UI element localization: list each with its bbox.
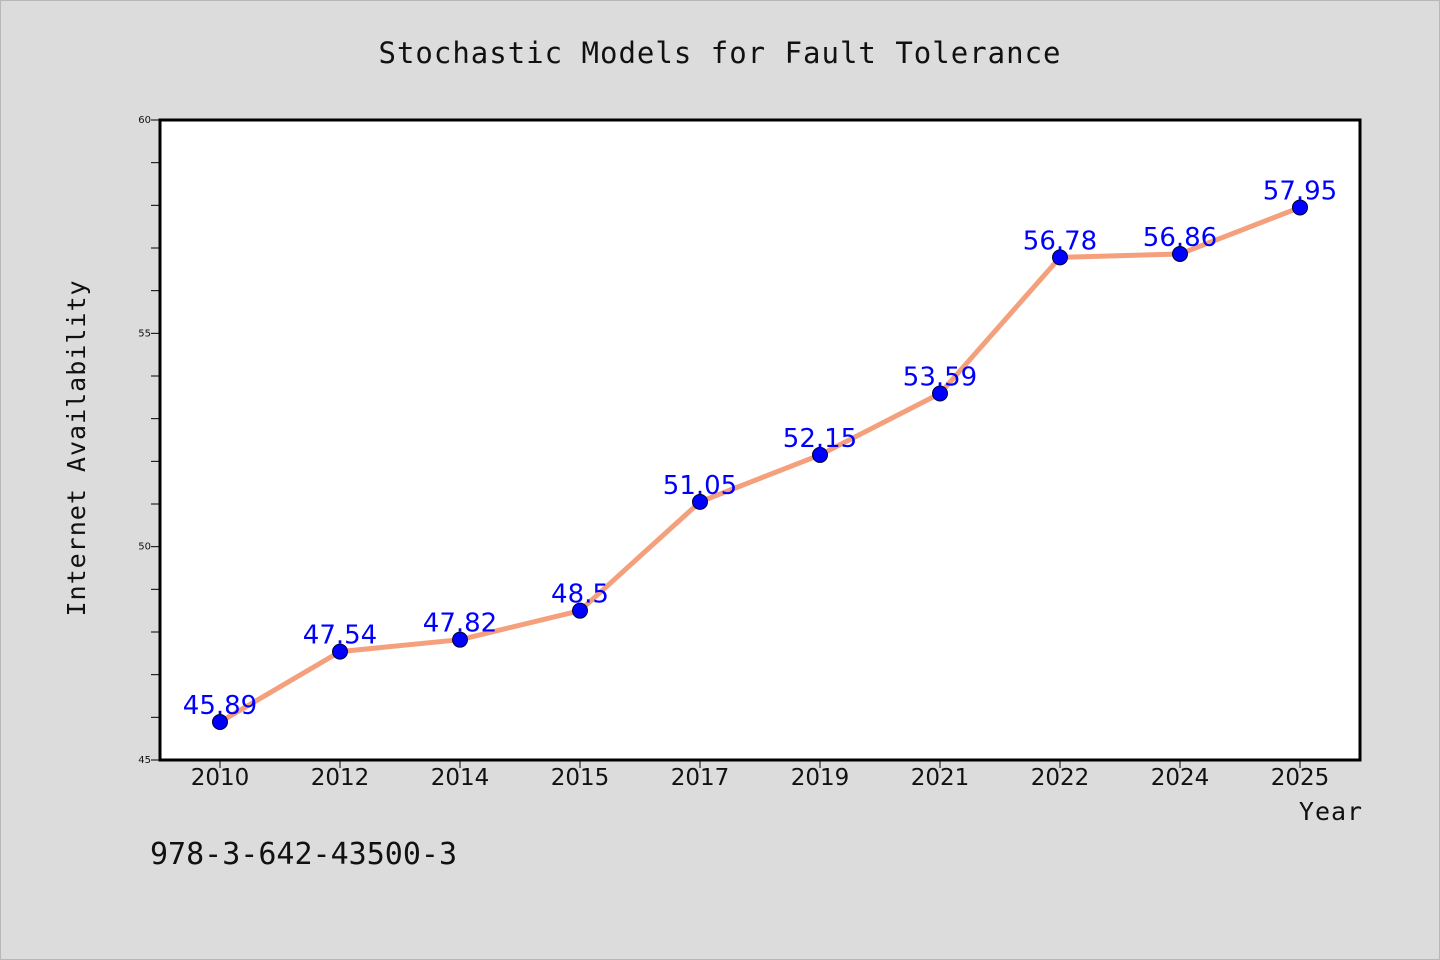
y-tick-label-60: 60 xyxy=(138,115,151,126)
x-tick-label-2022: 2022 xyxy=(1031,765,1090,791)
data-label-2025: 57.95 xyxy=(1263,176,1337,206)
data-label-2019: 52.15 xyxy=(783,424,857,454)
x-tick-label-2019: 2019 xyxy=(791,765,850,791)
x-axis: 2010 2012 2014 2015 2017 2019 2021 2022 2024 2025 xyxy=(191,760,1330,791)
data-point-2015 xyxy=(572,602,588,619)
x-tick-label-2012: 2012 xyxy=(311,765,370,791)
data-label-2012: 47.54 xyxy=(303,621,377,651)
data-label-2014: 47.82 xyxy=(423,609,497,639)
y-tick-label-55: 55 xyxy=(138,328,151,339)
data-point-2025 xyxy=(1292,199,1308,216)
series-markers xyxy=(212,199,1308,731)
data-label-2010: 45.89 xyxy=(183,691,257,721)
x-tick-label-2021: 2021 xyxy=(911,765,970,791)
x-tick-label-2010: 2010 xyxy=(191,765,250,791)
data-point-2019 xyxy=(812,446,828,463)
y-tick-label-45: 45 xyxy=(138,755,151,766)
data-point-2024 xyxy=(1172,245,1188,262)
x-tick-label-2015: 2015 xyxy=(551,765,610,791)
x-tick-label-2024: 2024 xyxy=(1151,765,1210,791)
data-point-2012 xyxy=(332,643,348,660)
chart-title: Stochastic Models for Fault Tolerance xyxy=(378,36,1061,70)
data-point-2014 xyxy=(452,631,468,648)
isbn-text: 978-3-642-43500-3 xyxy=(150,837,457,872)
plot-border xyxy=(158,118,1362,762)
data-point-2022 xyxy=(1052,249,1068,266)
x-tick-label-2017: 2017 xyxy=(671,765,730,791)
y-axis-label: Internet Availability xyxy=(62,279,91,616)
x-axis-label: Year xyxy=(1299,797,1363,826)
y-tick-label-50: 50 xyxy=(138,542,151,553)
x-tick-label-2025: 2025 xyxy=(1271,765,1330,791)
plot-area xyxy=(160,120,1360,760)
data-label-2022: 56.78 xyxy=(1023,226,1097,256)
series-line xyxy=(217,204,1303,725)
data-point-2021 xyxy=(932,385,948,402)
data-label-2017: 51.05 xyxy=(663,471,737,501)
y-axis: 45 50 55 60 xyxy=(138,115,160,766)
data-label-2024: 56.86 xyxy=(1143,223,1217,253)
data-labels: 45.89 47.54 47.82 48.5 51.05 52.15 53.59 56.78 5… xyxy=(183,176,1337,721)
data-point-2017 xyxy=(692,493,708,510)
data-label-2015: 48.5 xyxy=(551,580,609,610)
data-point-2010 xyxy=(212,714,228,731)
data-label-2021: 53.59 xyxy=(903,362,977,392)
x-tick-label-2014: 2014 xyxy=(431,765,490,791)
